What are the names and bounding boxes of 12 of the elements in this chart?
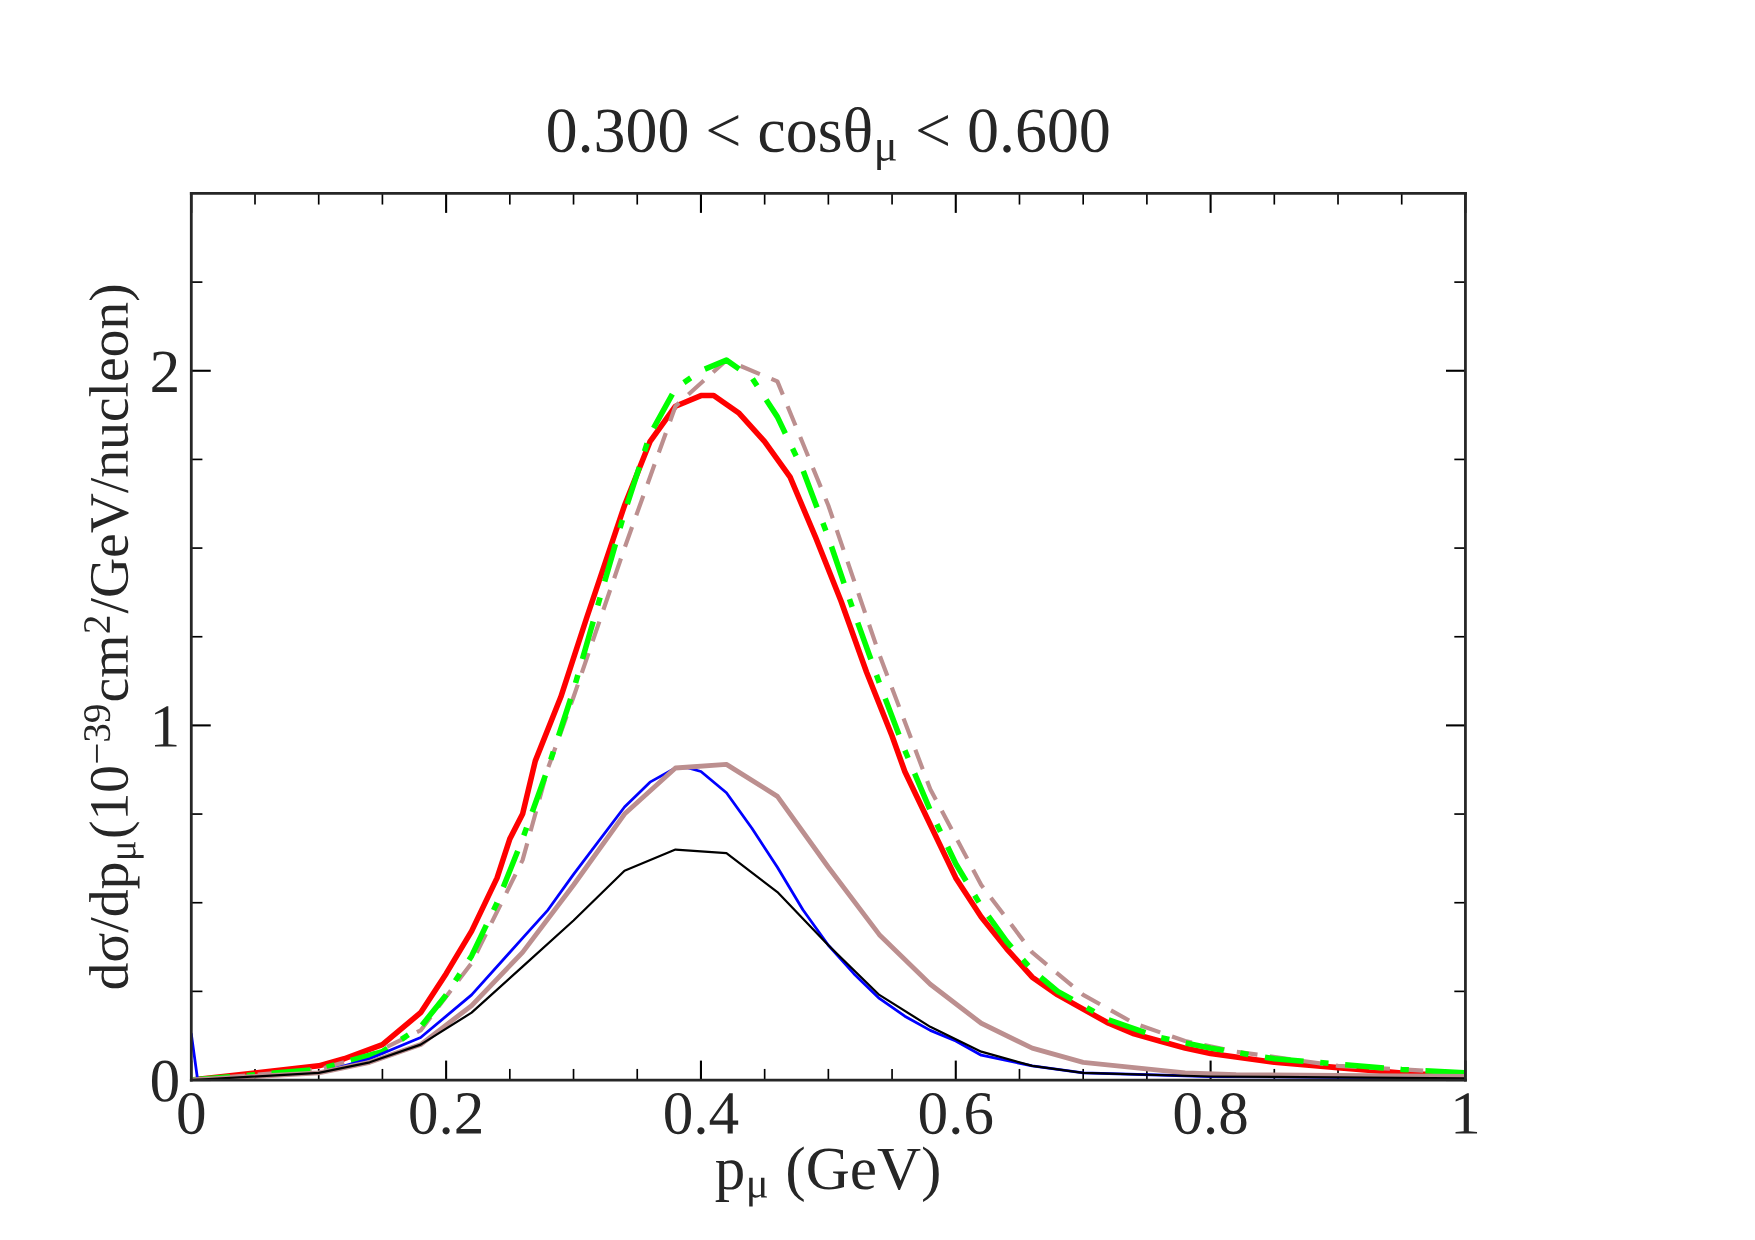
x-tick-label: 0: [178, 1092, 205, 1135]
y-tick-label: 0: [151, 1060, 178, 1102]
x-tick-label: 1: [1455, 1093, 1478, 1134]
x-tick-label: 0.2: [410, 1092, 481, 1135]
x-tick-label: 0.6: [919, 1092, 993, 1135]
y-tick-label: 1: [155, 706, 177, 747]
chart-title: 0.300 < cosθ$_{μ}$ < 0.600: [548, 107, 1109, 171]
x-tick-label: 0.8: [1174, 1092, 1247, 1135]
y-axis-title: dσ/dp$_{μ}$(10$^{−39}$cm$^{2}$/GeV/nucleon): [84, 285, 144, 989]
y-tick-label: 2: [152, 351, 177, 392]
x-axis-title: p$_{μ}$ (GeV): [715, 1146, 939, 1207]
x-tick-label: 0.4: [665, 1092, 739, 1135]
